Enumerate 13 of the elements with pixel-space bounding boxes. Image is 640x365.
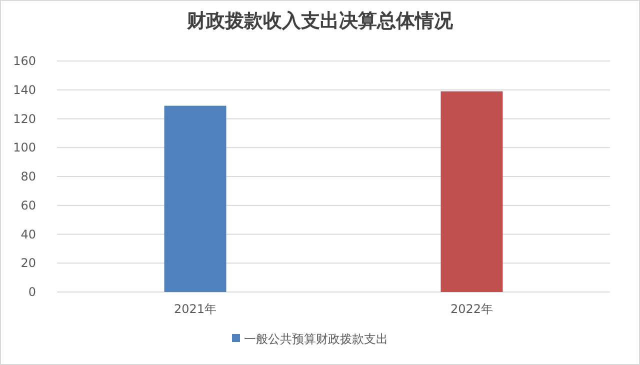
x-tick-label: 2022年 (450, 302, 494, 316)
y-tick-label: 20 (20, 256, 36, 270)
y-tick-label: 60 (20, 198, 36, 212)
legend-label: 一般公共预算财政拨款支出 (244, 332, 388, 346)
chart-title: 财政拨款收入支出决算总体情况 (186, 10, 454, 32)
y-tick-label: 100 (13, 140, 36, 155)
y-tick-label: 0 (28, 285, 36, 299)
x-tick-label: 2021年 (174, 302, 217, 316)
y-tick-label: 140 (13, 82, 36, 97)
y-tick-label: 120 (13, 112, 36, 126)
y-tick-label: 40 (20, 227, 36, 242)
y-tick-label: 80 (20, 170, 36, 184)
y-tick-label: 160 (13, 54, 36, 68)
